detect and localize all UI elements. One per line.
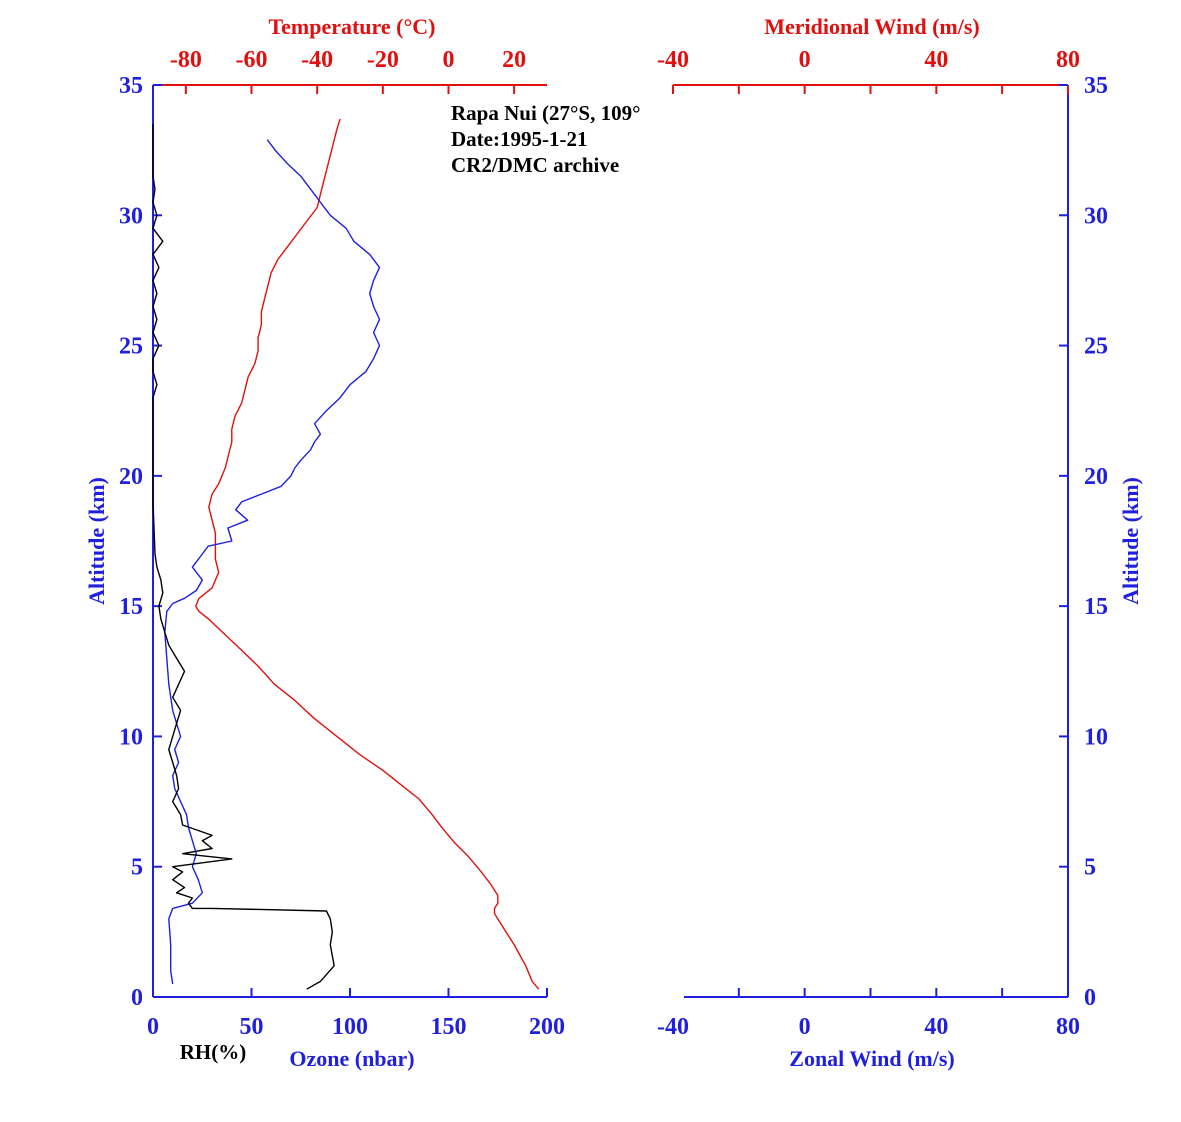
right-altitude-tick-label: 25: [1084, 334, 1108, 360]
meridional-wind-ticks: -40 0 40 80: [657, 47, 1080, 94]
left-altitude-tick-label: 15: [119, 594, 143, 620]
right-altitude-tick-label: 0: [1084, 985, 1096, 1011]
zonal-wind-tick-label: 40: [924, 1014, 948, 1040]
right-altitude-tick-label: 5: [1084, 855, 1096, 881]
rh-axis-label: RH(%): [180, 1040, 247, 1064]
left-altitude-ticks: 0 5 10 15 20 25 30 35: [119, 73, 162, 1011]
zonal-wind-tick-label: 0: [799, 1014, 811, 1040]
rh-line: [152, 124, 335, 990]
temperature-tick-label: -80: [170, 47, 202, 73]
left-altitude-tick-label: 5: [131, 855, 143, 881]
right-altitude-axis-label: Altitude (km): [1118, 477, 1143, 605]
left-altitude-tick-label: 30: [119, 203, 143, 229]
left-altitude-tick-label: 0: [131, 985, 143, 1011]
zonal-wind-tick-label: 80: [1056, 1014, 1080, 1040]
zonal-wind-ticks: -40 0 40 80: [657, 988, 1080, 1040]
temperature-tick-label: -40: [301, 47, 333, 73]
meridional-wind-tick-label: 80: [1056, 47, 1080, 73]
station-annotation-line-2: Date:1995-1-21: [451, 127, 587, 151]
station-annotation-line-1: Rapa Nui (27°S, 109°: [451, 101, 641, 125]
left-altitude-tick-label: 25: [119, 334, 143, 360]
meridional-wind-axis-label: Meridional Wind (m/s): [764, 14, 980, 39]
temperature-axis-label: Temperature (°C): [268, 14, 435, 39]
ozone-axis-label: Ozone (nbar): [289, 1046, 414, 1071]
left-altitude-tick-label: 35: [119, 73, 143, 99]
right-altitude-tick-label: 35: [1084, 73, 1108, 99]
station-annotation-line-3: CR2/DMC archive: [451, 153, 619, 177]
meridional-wind-tick-label: -40: [657, 47, 689, 73]
right-altitude-tick-label: 15: [1084, 594, 1108, 620]
right-altitude-tick-label: 20: [1084, 464, 1108, 490]
temperature-tick-label: 0: [443, 47, 455, 73]
left-altitude-tick-label: 10: [119, 724, 143, 750]
right-altitude-ticks: 0 5 10 15 20 25 30 35: [1059, 73, 1108, 1011]
right-altitude-tick-label: 10: [1084, 724, 1108, 750]
temperature-tick-label: 20: [502, 47, 526, 73]
left-altitude-axis-label: Altitude (km): [84, 477, 109, 605]
temperature-ticks: -80 -60 -40 -20 0 20: [170, 47, 526, 94]
left-altitude-tick-label: 20: [119, 464, 143, 490]
ozone-tick-label: 0: [147, 1014, 159, 1040]
ozone-line: [164, 139, 381, 985]
ozone-tick-label: 150: [431, 1014, 467, 1040]
temperature-tick-label: -60: [236, 47, 268, 73]
zonal-wind-axis-label: Zonal Wind (m/s): [789, 1046, 954, 1071]
ozone-ticks: 0 50 100 150 200: [147, 988, 565, 1040]
ozone-tick-label: 50: [240, 1014, 264, 1040]
right-altitude-tick-label: 30: [1084, 203, 1108, 229]
right-panel: 0 5 10 15 20 25 30 35 -40 0 40 80 -40 0 40 80 Meridio…: [657, 14, 1143, 1071]
temperature-line: [195, 118, 540, 990]
zonal-wind-tick-label: -40: [657, 1014, 689, 1040]
temperature-tick-label: -20: [367, 47, 399, 73]
meridional-wind-tick-label: 0: [799, 47, 811, 73]
meridional-wind-tick-label: 40: [924, 47, 948, 73]
ozone-tick-label: 100: [332, 1014, 368, 1040]
ozone-tick-label: 200: [529, 1014, 565, 1040]
profile-series: [152, 118, 540, 990]
